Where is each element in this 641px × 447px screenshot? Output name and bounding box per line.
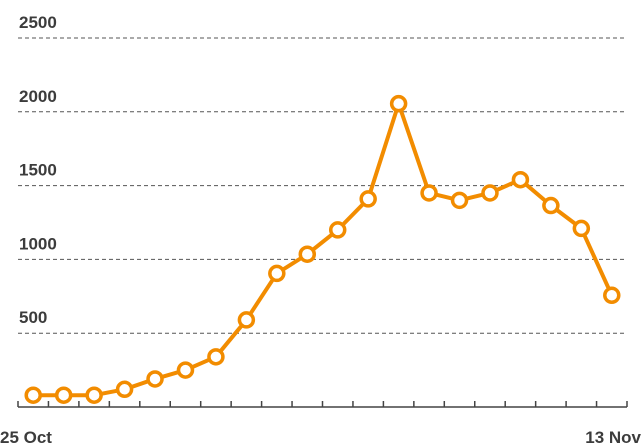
point — [298, 245, 317, 263]
point — [389, 94, 408, 113]
point — [572, 219, 591, 238]
x-tick-label: 13 Nov — [585, 428, 641, 447]
point — [511, 170, 530, 189]
point — [176, 361, 195, 379]
y-tick-label: 2000 — [19, 87, 57, 106]
point — [268, 264, 286, 283]
point — [85, 386, 103, 404]
line — [33, 101, 614, 398]
point — [420, 184, 438, 202]
point — [54, 386, 73, 404]
point — [24, 386, 42, 404]
point — [207, 348, 225, 366]
y-tick-label: 1000 — [19, 234, 57, 253]
y-tick-label: 2500 — [19, 13, 57, 32]
point — [603, 286, 621, 305]
x-tick-label: 25 Oct — [0, 428, 52, 447]
point — [450, 191, 469, 210]
point — [542, 196, 560, 215]
point — [115, 380, 134, 399]
y-tick-label: 1500 — [19, 161, 57, 180]
point — [359, 190, 377, 208]
point — [237, 311, 256, 329]
point — [328, 221, 347, 239]
point — [481, 184, 499, 202]
point — [146, 370, 164, 388]
y-tick-label: 500 — [19, 308, 47, 327]
